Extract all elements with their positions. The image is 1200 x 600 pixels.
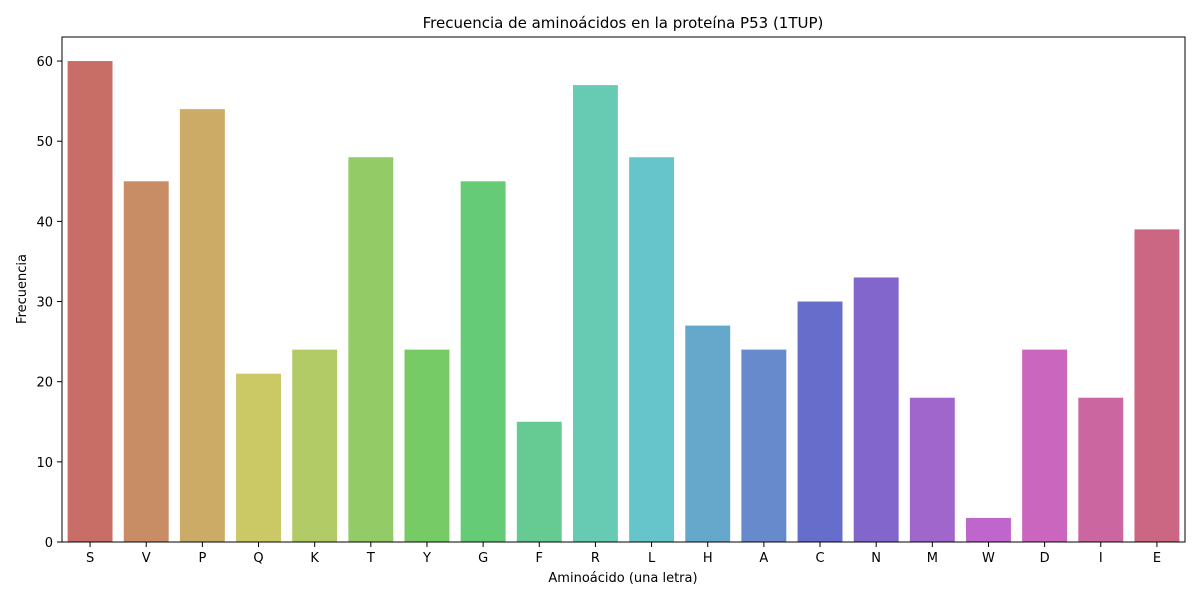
x-tick-label: W xyxy=(982,551,995,566)
chart-title: Frecuencia de aminoácidos en la proteína… xyxy=(423,14,824,32)
x-tick-label: V xyxy=(142,551,151,566)
x-tick-label: K xyxy=(310,551,319,566)
bar-I xyxy=(1078,397,1124,542)
bar-R xyxy=(572,85,618,542)
bar-L xyxy=(629,157,675,542)
bar-H xyxy=(685,325,731,542)
y-axis-title: Frecuencia xyxy=(15,254,30,324)
bar-G xyxy=(460,181,506,543)
x-tick-label: Y xyxy=(422,551,431,566)
x-tick-label: F xyxy=(536,551,543,566)
x-tick-label: D xyxy=(1040,551,1050,566)
bar-S xyxy=(67,61,113,543)
bars xyxy=(67,61,1180,543)
bar-V xyxy=(123,181,169,543)
x-tick-label: R xyxy=(591,551,600,566)
y-tick-label: 30 xyxy=(36,296,53,311)
bar-D xyxy=(1022,349,1068,542)
x-tick-label: S xyxy=(86,551,94,566)
x-tick-label: L xyxy=(648,551,656,566)
bar-C xyxy=(797,301,843,542)
x-tick-label: Q xyxy=(253,551,263,566)
y-tick-label: 0 xyxy=(45,536,53,551)
bar-N xyxy=(853,277,899,542)
x-axis-title: Aminoácido (una letra) xyxy=(548,571,697,586)
x-tick-label: N xyxy=(871,551,881,566)
x-tick-label: P xyxy=(198,551,206,566)
bar-K xyxy=(292,349,338,542)
bar-W xyxy=(966,517,1011,542)
x-tick-label: G xyxy=(478,551,488,566)
bar-F xyxy=(516,421,562,542)
x-tick-label: E xyxy=(1153,551,1161,566)
x-tick-label: M xyxy=(927,551,938,566)
bar-M xyxy=(909,397,955,542)
y-tick-label: 10 xyxy=(36,456,53,471)
bar-Y xyxy=(404,349,450,542)
x-tick-label: H xyxy=(703,551,713,566)
x-tick-label: I xyxy=(1099,551,1103,566)
bar-T xyxy=(348,157,394,542)
bar-A xyxy=(741,349,787,542)
bar-E xyxy=(1134,229,1180,542)
x-tick-label: T xyxy=(366,551,375,566)
y-axis: 0 10 20 30 40 50 60 xyxy=(36,55,62,551)
y-tick-label: 20 xyxy=(36,376,53,391)
y-tick-label: 60 xyxy=(36,55,53,70)
y-tick-label: 50 xyxy=(36,135,53,150)
bar-Q xyxy=(236,373,281,542)
plot-frame xyxy=(61,36,1186,543)
bar-P xyxy=(179,109,225,543)
x-tick-label: A xyxy=(759,551,768,566)
y-tick-label: 40 xyxy=(36,215,53,230)
x-tick-label: C xyxy=(815,551,824,566)
